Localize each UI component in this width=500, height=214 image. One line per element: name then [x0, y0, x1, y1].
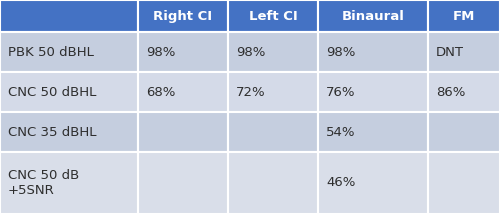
Text: 98%: 98%: [146, 46, 176, 58]
Text: CNC 50 dBHL: CNC 50 dBHL: [8, 86, 96, 98]
Text: 72%: 72%: [236, 86, 266, 98]
Text: 98%: 98%: [326, 46, 356, 58]
Bar: [428, 72, 500, 112]
Bar: [318, 112, 428, 152]
Bar: [228, 32, 318, 72]
Bar: [318, 32, 428, 72]
Bar: [0, 152, 138, 214]
Bar: [138, 112, 228, 152]
Text: 68%: 68%: [146, 86, 176, 98]
Bar: [138, 152, 228, 214]
Bar: [428, 32, 500, 72]
Text: Right CI: Right CI: [154, 9, 212, 22]
Text: CNC 35 dBHL: CNC 35 dBHL: [8, 125, 96, 138]
Bar: [138, 32, 228, 72]
Text: Binaural: Binaural: [342, 9, 404, 22]
Text: 54%: 54%: [326, 125, 356, 138]
Bar: [0, 112, 138, 152]
Bar: [138, 72, 228, 112]
Text: 46%: 46%: [326, 177, 356, 190]
Bar: [318, 152, 428, 214]
Text: 86%: 86%: [436, 86, 466, 98]
Bar: [228, 112, 318, 152]
Text: Left CI: Left CI: [248, 9, 298, 22]
Text: CNC 50 dB
+5SNR: CNC 50 dB +5SNR: [8, 169, 79, 197]
Bar: [138, 0, 228, 32]
Bar: [228, 152, 318, 214]
Bar: [0, 0, 138, 32]
Bar: [428, 0, 500, 32]
Bar: [428, 152, 500, 214]
Bar: [318, 0, 428, 32]
Text: 98%: 98%: [236, 46, 266, 58]
Bar: [0, 72, 138, 112]
Bar: [228, 72, 318, 112]
Text: FM: FM: [453, 9, 475, 22]
Text: 76%: 76%: [326, 86, 356, 98]
Text: PBK 50 dBHL: PBK 50 dBHL: [8, 46, 94, 58]
Bar: [318, 72, 428, 112]
Bar: [228, 0, 318, 32]
Bar: [428, 112, 500, 152]
Text: DNT: DNT: [436, 46, 464, 58]
Bar: [0, 32, 138, 72]
